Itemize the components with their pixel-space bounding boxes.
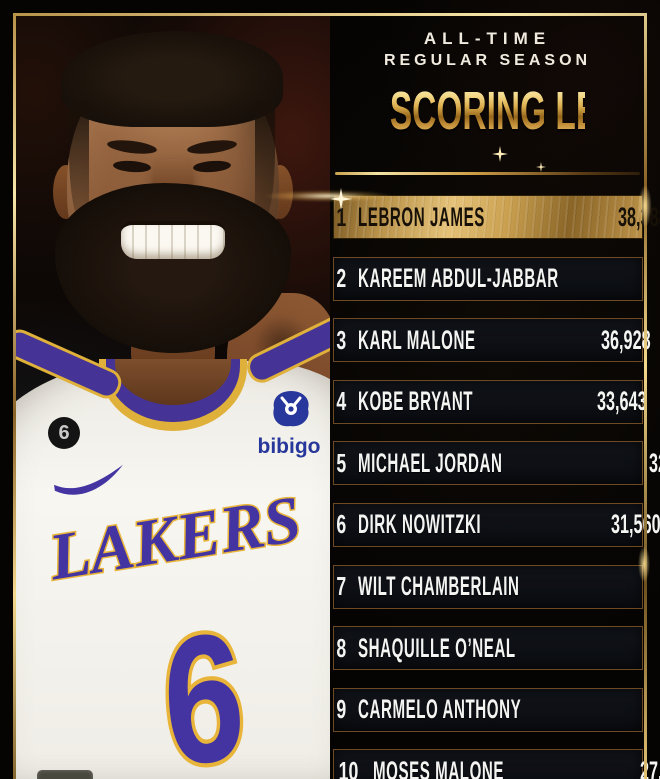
gold-divider [335,172,640,175]
frame-glint [636,178,654,234]
leaderboard-row: 4 KOBE BRYANT 33,643 [333,379,647,424]
leaderboard: 1 LEBRON JAMES 38,388 2 KAREEM ABDUL-JAB… [333,195,660,779]
svg-text:LAKERS: LAKERS [43,483,305,595]
points-value: 27,409 [639,755,660,779]
leaderboard-row: 8 SHAQUILLE O’NEAL 28,596 [333,626,643,671]
leaderboard-row: 9 CARMELO ANTHONY 28,289 [333,687,643,732]
player-name: MOSES MALONE [372,755,504,779]
player-name: KARL MALONE [358,324,477,355]
hair [61,31,283,127]
kicker: ALL-TIME REGULAR SEASON [330,28,645,72]
player-name: SHAQUILLE O’NEAL [358,632,517,663]
lens-flare [238,188,418,204]
leaderboard-panel: ALL-TIME REGULAR SEASON SCORING LEADERS … [330,15,660,779]
bibigo-label: bibigo [257,435,321,458]
rank-number: 2 [336,263,347,294]
player-name: DIRK NOWITZKI [358,509,482,540]
player-name: KAREEM ABDUL-JABBAR [358,263,560,294]
leaderboard-row: 10 MOSES MALONE 27,409 [333,749,660,779]
player-name: LEBRON JAMES [358,201,486,232]
leaderboard-row: 2 KAREEM ABDUL-JABBAR 38,387 [333,256,643,301]
leaderboard-row: 7 WILT CHAMBERLAIN 31,419 [333,564,643,609]
poster-title: SCORING LEADERS [389,81,660,141]
leaderboard-row: 3 KARL MALONE 36,928 [333,318,651,363]
lakers-wordmark: LAKERS [42,481,307,596]
rank-number: 4 [336,386,347,417]
points-value: 28,289 [650,694,660,725]
player-name: WILT CHAMBERLAIN [358,571,521,602]
player-photo: 6 bibigo LAKERS 6 [15,15,330,779]
svg-text:6: 6 [157,596,250,779]
smile-teeth [121,221,225,259]
sponsor-patch: bibigo [243,387,330,473]
player-name: KOBE BRYANT [358,386,474,417]
kicker-line1: ALL-TIME [423,29,552,48]
player-name: CARMELO ANTHONY [358,694,522,725]
leaderboard-row: 5 MICHAEL JORDAN 32,292 [333,441,660,486]
rank-number: 8 [336,632,347,663]
bibigo-logo-icon [273,391,309,427]
player-name: MICHAEL JORDAN [358,447,503,478]
rank-number: 9 [336,694,347,725]
rank-number: 5 [336,447,347,478]
jersey-number: 6 [153,596,254,779]
rank-number: 6 [336,509,347,540]
rank-number: 7 [336,571,347,602]
points-value: 31,560 [611,509,660,540]
rank-number: 10 [338,755,359,779]
points-value: 33,643 [597,386,647,417]
rank-number: 3 [336,324,347,355]
leaderboard-row: 6 DIRK NOWITZKI 31,560 [333,502,660,547]
kicker-line2: REGULAR SEASON [383,52,592,69]
watermark-blob [37,770,93,779]
points-value: 28,596 [640,633,660,664]
points-value: 36,928 [601,324,652,355]
frame-glint [636,540,652,588]
points-value: 32,292 [649,447,660,478]
memorial-6-patch: 6 [48,417,80,449]
